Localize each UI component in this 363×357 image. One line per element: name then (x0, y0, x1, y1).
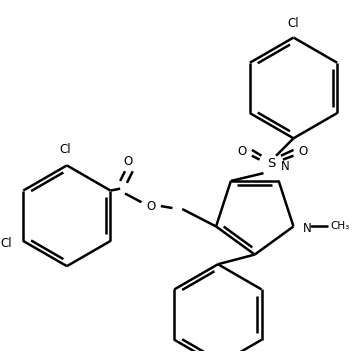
Text: N: N (303, 222, 312, 235)
Text: O: O (123, 155, 132, 168)
Text: Cl: Cl (59, 143, 71, 156)
Text: O: O (147, 200, 156, 212)
Text: O: O (237, 145, 247, 159)
Text: S: S (267, 157, 276, 170)
Text: Cl: Cl (0, 237, 12, 250)
Text: O: O (299, 145, 308, 159)
Text: Cl: Cl (288, 17, 299, 30)
Text: CH₃: CH₃ (330, 221, 350, 231)
Text: N: N (281, 160, 289, 173)
